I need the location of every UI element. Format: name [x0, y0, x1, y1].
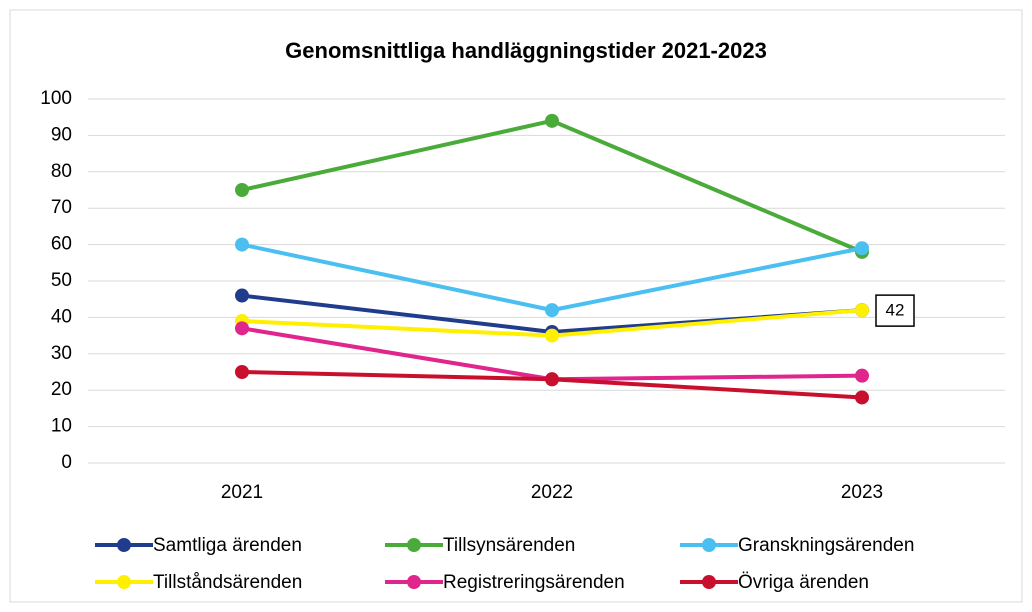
- y-tick-label: 90: [51, 124, 72, 145]
- legend-marker: [117, 575, 131, 589]
- legend-marker: [407, 538, 421, 552]
- data-point: [235, 288, 249, 303]
- data-point: [235, 237, 249, 252]
- legend-label: Tillståndsärenden: [153, 572, 302, 593]
- data-point: [235, 321, 249, 336]
- data-point: [855, 390, 869, 405]
- data-point: [545, 303, 559, 318]
- y-tick-label: 20: [51, 379, 72, 400]
- x-tick-label: 2021: [221, 482, 263, 503]
- y-tick-label: 40: [51, 306, 72, 327]
- legend-marker: [702, 538, 716, 552]
- legend-label: Övriga ärenden: [738, 572, 869, 593]
- data-point: [545, 328, 559, 343]
- data-label-box: [875, 294, 915, 327]
- legend-marker: [407, 575, 421, 589]
- y-tick-label: 50: [51, 270, 72, 291]
- y-tick-label: 60: [51, 234, 72, 255]
- x-tick-label: 2023: [841, 482, 883, 503]
- y-tick-label: 70: [51, 197, 72, 218]
- data-label: 42: [886, 301, 905, 320]
- legend-label: Samtliga ärenden: [153, 535, 302, 556]
- y-tick-label: 100: [40, 88, 72, 109]
- chart-border: [9, 9, 1023, 603]
- data-point: [855, 303, 869, 318]
- data-point: [235, 365, 249, 379]
- y-tick-label: 0: [61, 452, 72, 473]
- data-point: [855, 368, 869, 383]
- legend-marker: [702, 575, 716, 589]
- legend-label: Tillsynsärenden: [443, 535, 575, 556]
- legend-label: Granskningsärenden: [738, 535, 914, 556]
- data-point: [235, 183, 249, 197]
- y-tick-label: 80: [51, 161, 72, 182]
- y-tick-label: 10: [51, 416, 72, 437]
- data-point: [855, 241, 869, 256]
- x-tick-label: 2022: [531, 482, 573, 503]
- y-tick-label: 30: [51, 343, 72, 364]
- legend-marker: [117, 538, 131, 552]
- legend-label: Registreringsärenden: [443, 572, 625, 593]
- data-point: [545, 113, 559, 128]
- data-point: [545, 372, 559, 387]
- chart-title: Genomsnittliga handläggningstider 2021-2…: [285, 38, 767, 63]
